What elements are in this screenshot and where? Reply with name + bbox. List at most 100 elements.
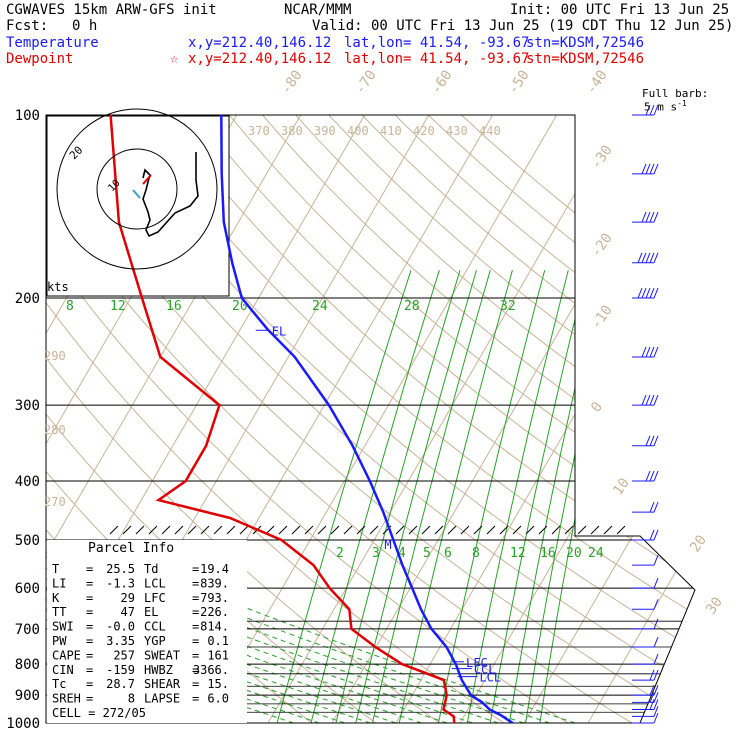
mixing-ratio-lines bbox=[274, 270, 628, 736]
parcel-value: 28.7 bbox=[106, 677, 135, 691]
parcel-key: LAPSE bbox=[144, 692, 180, 706]
isotherm-label: -10 bbox=[588, 302, 616, 332]
pressure-tick-label: 700 bbox=[15, 622, 40, 638]
parcel-eq: = bbox=[192, 591, 199, 605]
pressure-tick-label: 400 bbox=[15, 474, 40, 490]
mixing-ratio-label: 6 bbox=[444, 546, 452, 561]
parcel-eq: = bbox=[86, 576, 93, 590]
hatch-mark bbox=[474, 526, 482, 534]
hatch-mark bbox=[539, 526, 547, 534]
wind-barb-flag bbox=[646, 164, 650, 174]
parcel-value: 25.5 bbox=[106, 562, 135, 576]
wind-barb-flag bbox=[646, 212, 650, 222]
mixing-ratio-label: 8 bbox=[472, 546, 480, 561]
dry-adiabat-line bbox=[229, 115, 740, 736]
wind-barb-flag bbox=[650, 502, 654, 512]
theta-label: 400 bbox=[347, 124, 369, 138]
parcel-info-title: Parcel Info bbox=[88, 541, 174, 556]
parcel-value: -1.3 bbox=[106, 576, 135, 590]
hatch-mark bbox=[448, 526, 456, 534]
parcel-key: LI bbox=[52, 576, 66, 590]
isotherm-label: -40 bbox=[583, 67, 611, 97]
isotherm-label: 10 bbox=[610, 475, 633, 498]
wind-barb-flag bbox=[654, 578, 658, 588]
dewpoint-xy: x,y=212.40,146.12 bbox=[188, 51, 331, 67]
theta-label: 410 bbox=[380, 124, 402, 138]
hatch-mark bbox=[214, 526, 222, 534]
hatch-mark bbox=[617, 526, 625, 534]
wind-barb-flag bbox=[646, 288, 650, 298]
parcel-cell: CELL = 272/05 bbox=[52, 706, 146, 720]
isotherm-label: 30 bbox=[703, 594, 726, 617]
fcst-label: Fcst: bbox=[6, 18, 48, 34]
wind-barb-flag bbox=[646, 395, 650, 405]
hatch-mark bbox=[487, 526, 495, 534]
mixing-ratio-label: 28 bbox=[404, 299, 420, 314]
lcl-marker-label: LCL bbox=[479, 671, 501, 685]
theta-label: 420 bbox=[413, 124, 435, 138]
wind-barb-flag bbox=[642, 164, 646, 174]
hatch-mark bbox=[162, 526, 170, 534]
theta-label: 430 bbox=[446, 124, 468, 138]
wind-barb-flag bbox=[650, 670, 654, 680]
isotherm-line bbox=[581, 101, 740, 735]
mixing-ratio-line bbox=[538, 270, 628, 736]
parcel-eq: = bbox=[86, 663, 93, 677]
hatch-mark bbox=[344, 526, 352, 534]
m-marker-label: M bbox=[384, 538, 391, 552]
barb-note-units-sup: -1 bbox=[677, 99, 687, 108]
parcel-key: LCL bbox=[144, 576, 166, 590]
mixing-ratio-label: 32 bbox=[500, 299, 516, 314]
wind-barb-flag bbox=[642, 212, 646, 222]
mixing-ratio-label: 16 bbox=[540, 546, 556, 561]
pressure-tick-label: 1000 bbox=[6, 716, 40, 732]
wind-barb-flag bbox=[642, 347, 646, 357]
hatch-mark bbox=[240, 526, 248, 534]
isotherm-line bbox=[645, 101, 740, 735]
barb-note-units: 5 m s-1 bbox=[644, 96, 687, 116]
pressure-tick-label: 500 bbox=[15, 533, 40, 549]
init-time: Init: 00 UTC Fri 13 Jun 25 bbox=[510, 2, 729, 18]
wind-barb-flag bbox=[646, 253, 650, 263]
parcel-value: 839. bbox=[200, 576, 229, 590]
isotherm-line bbox=[517, 101, 740, 735]
hatch-mark bbox=[318, 526, 326, 534]
dry-adiabat-line bbox=[163, 115, 740, 736]
dewpoint-station: stn=KDSM,72546 bbox=[526, 51, 644, 67]
wind-barb-flag bbox=[650, 212, 654, 222]
isotherm-label: 20 bbox=[687, 532, 710, 555]
wind-barb-flag bbox=[654, 502, 658, 512]
wind-barb-flag bbox=[646, 436, 650, 446]
wind-barb-flag bbox=[650, 253, 654, 263]
wind-barb-flag bbox=[654, 436, 658, 446]
wind-barb-flag bbox=[650, 164, 654, 174]
parcel-key: SHEAR bbox=[144, 677, 181, 691]
mixing-ratio-label: 8 bbox=[66, 299, 74, 314]
theta-label: 390 bbox=[314, 124, 336, 138]
hodograph-units: kts bbox=[47, 280, 69, 294]
wind-barb-flag bbox=[646, 347, 650, 357]
parcel-key: LFC bbox=[144, 591, 166, 605]
wind-barb-flag bbox=[654, 347, 658, 357]
dry-adiabat-line bbox=[196, 115, 740, 736]
temperature-label: Temperature bbox=[6, 35, 99, 51]
hatch-mark bbox=[591, 526, 599, 534]
wind-barb-flag bbox=[654, 212, 658, 222]
mixing-ratio-label: 5 bbox=[423, 546, 431, 561]
theta-label: 290 bbox=[44, 349, 66, 363]
hatch-mark bbox=[292, 526, 300, 534]
wind-barb-flag bbox=[650, 395, 654, 405]
parcel-value: 47 bbox=[121, 605, 135, 619]
parcel-key: K bbox=[52, 591, 60, 605]
parcel-value: 29 bbox=[121, 591, 135, 605]
wind-barb-flag bbox=[646, 471, 650, 481]
parcel-eq: = bbox=[192, 677, 199, 691]
parcel-value: -159 bbox=[106, 663, 135, 677]
wind-barb-flag bbox=[654, 530, 658, 540]
parcel-key: SWEAT bbox=[144, 648, 180, 662]
pressure-tick-label: 300 bbox=[15, 398, 40, 414]
wind-barb-flag bbox=[654, 670, 658, 680]
isotherm-label: -20 bbox=[588, 230, 616, 260]
parcel-value: 793. bbox=[200, 591, 229, 605]
parcel-key: Tc bbox=[52, 677, 66, 691]
